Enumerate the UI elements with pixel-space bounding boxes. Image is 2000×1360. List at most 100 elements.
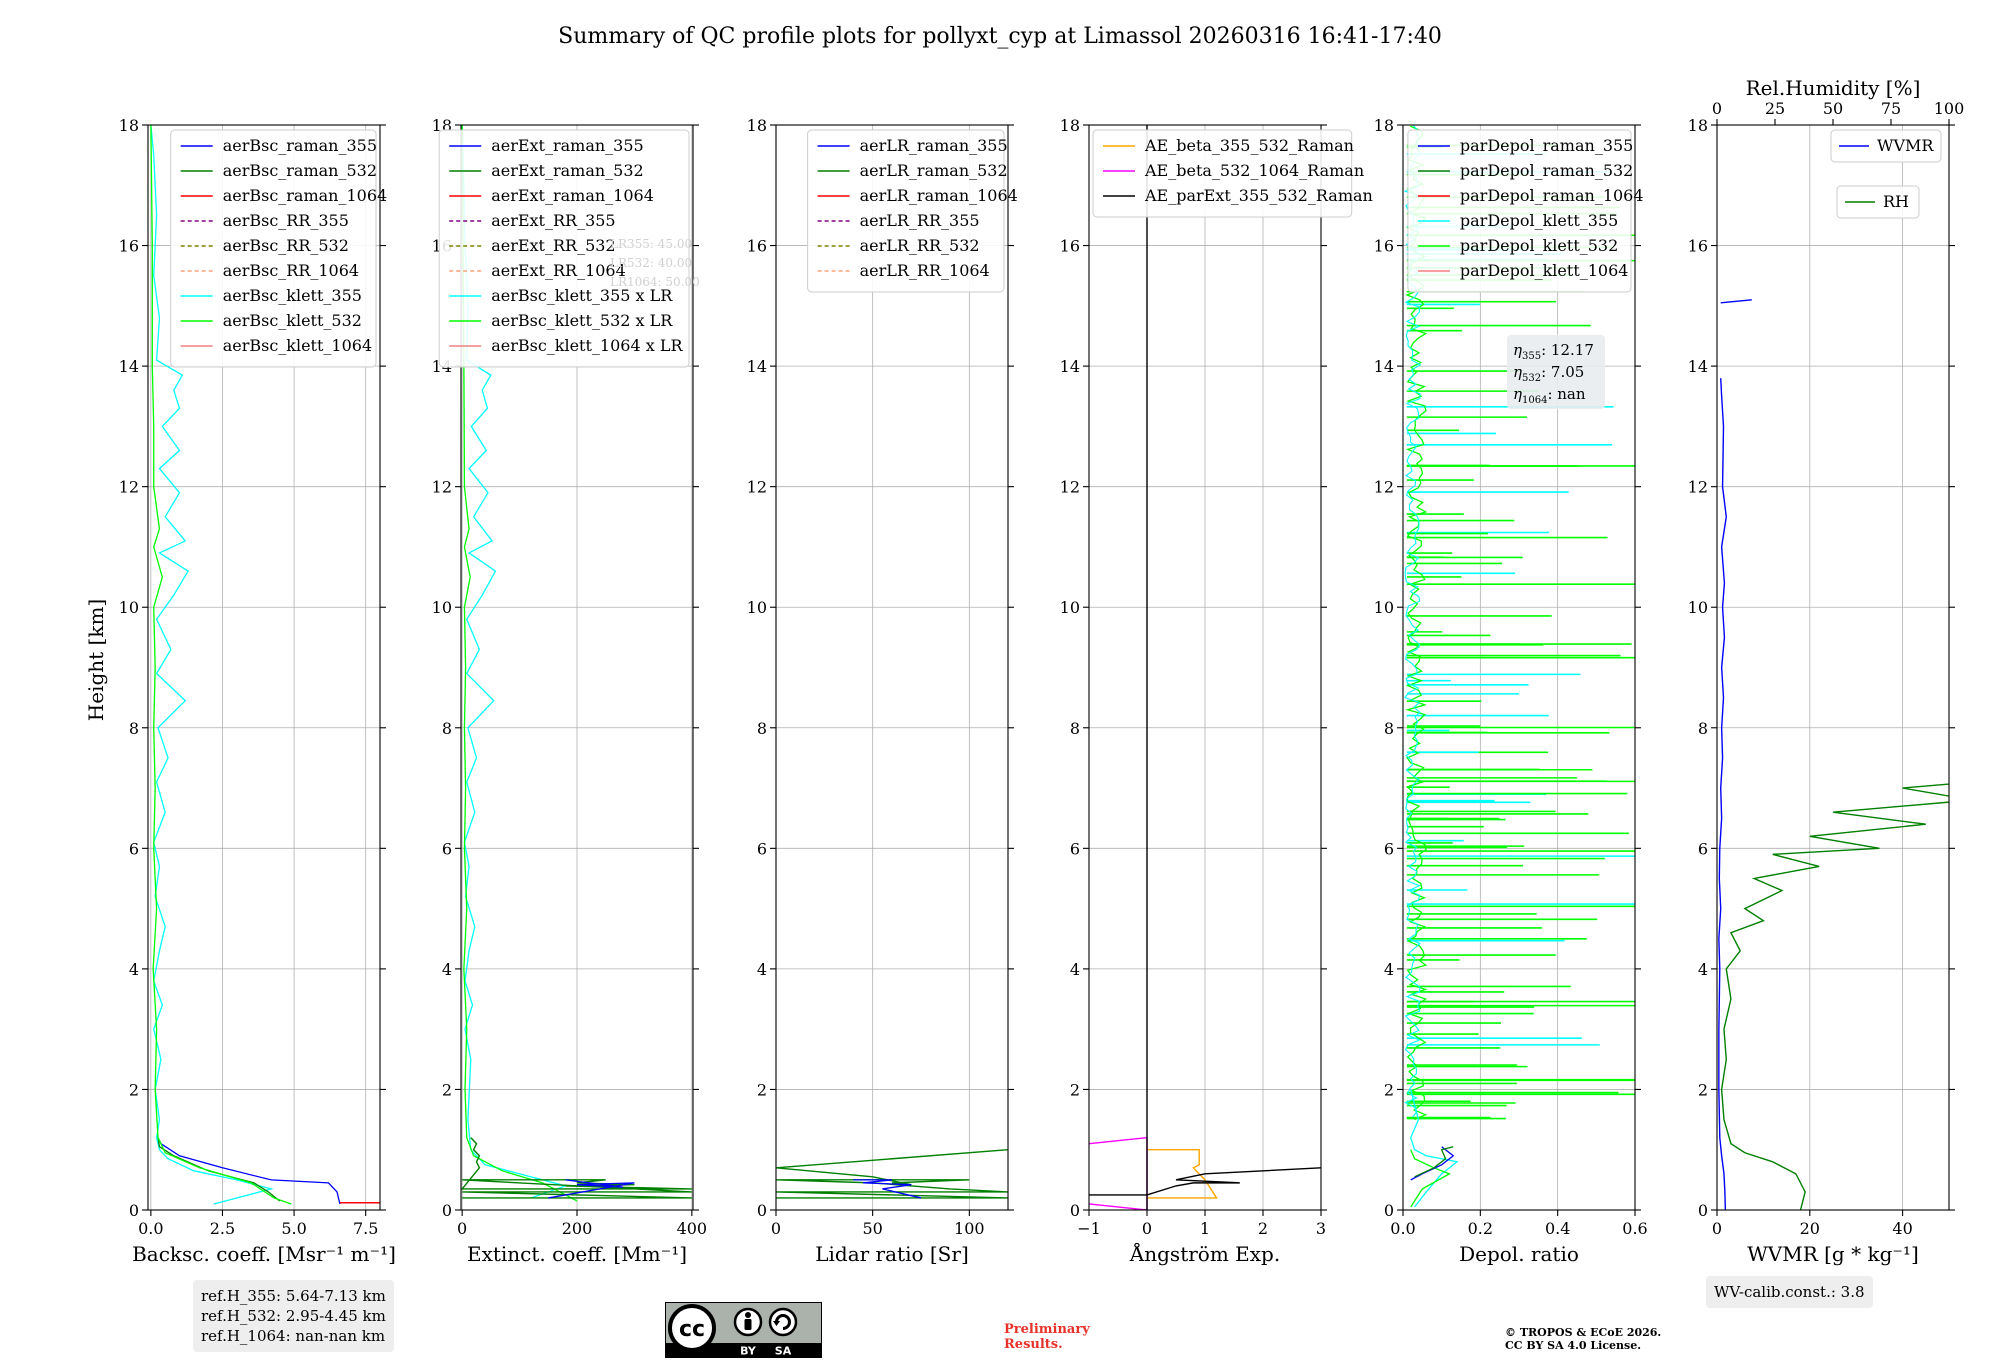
y-tick-label: 2 [1070, 1080, 1080, 1099]
y-tick-label: 12 [119, 478, 139, 497]
y-tick-label: 2 [1698, 1080, 1708, 1099]
y-tick-label: 10 [747, 598, 767, 617]
x-axis-label: Extinct. coeff. [Mm⁻¹] [467, 1242, 687, 1266]
x-axis-label: Backsc. coeff. [Msr⁻¹ m⁻¹] [132, 1242, 396, 1266]
x-tick-label: 2.5 [210, 1219, 235, 1238]
y-tick-label: 14 [747, 357, 767, 376]
y-tick-label: 2 [1384, 1080, 1394, 1099]
y-tick-label: 10 [119, 598, 139, 617]
cc-license-logo: cc BY SA [665, 1302, 822, 1358]
axes-frame [147, 124, 381, 1211]
wv-calib-text: WV-calib.const.: 3.8 [1714, 1283, 1865, 1301]
plot-area [461, 125, 692, 1202]
y-tick-label: 18 [1688, 116, 1708, 135]
eta-symbol: η [1513, 363, 1522, 381]
legend-label: aerBsc_klett_1064 x LR [491, 336, 683, 355]
x-tick-label: 50 [862, 1219, 882, 1238]
legend-label: aerBsc_raman_1064 [223, 186, 388, 205]
series-aerExt_raman_532 [461, 1137, 692, 1199]
panel-3: 0 2 4 6 8 10 12 14 16 18 0 50 100 Lidar ratio [Sr] aer… [747, 116, 1018, 1266]
y-tick-label: 6 [1070, 839, 1080, 858]
series-AE_parExt_355_532_Raman_low [1089, 1167, 1321, 1196]
panel-1: 0 2 4 6 8 10 12 14 16 18 0.0 2.5 5.0 7.5 Backsc. coeff… [119, 116, 396, 1266]
depol-annotation-line: η532: 7.05 [1513, 363, 1584, 384]
legend-label: parDepol_raman_532 [1460, 161, 1633, 180]
faded-lr-annotation: LR355: 45.00 [610, 237, 692, 251]
y-tick-label: 6 [1698, 839, 1708, 858]
legend-label: RH [1883, 192, 1909, 211]
x-tick-label: 2 [1258, 1219, 1268, 1238]
y-tick-label: 8 [129, 719, 139, 738]
legend-label: parDepol_klett_1064 [1460, 261, 1629, 280]
legend-label: WVMR [1877, 136, 1934, 155]
x-tick-label: 3 [1316, 1219, 1326, 1238]
top-x-tick-label: 0 [1712, 99, 1722, 118]
y-tick-label: 4 [129, 960, 139, 979]
y-tick-label: 16 [747, 237, 767, 256]
x-tick-label: 40 [1892, 1219, 1912, 1238]
y-tick-label: 14 [1060, 357, 1080, 376]
legend-box [438, 129, 690, 368]
depol-annotation-line: η1064: nan [1513, 385, 1586, 406]
ref-height-1064: ref.H_1064: nan-nan km [201, 1327, 386, 1345]
x-tick-label: 20 [1800, 1219, 1820, 1238]
legend-label: aerBsc_klett_355 [223, 286, 362, 305]
top-x-tick-label: 50 [1823, 99, 1843, 118]
x-tick-label: 5.0 [281, 1219, 306, 1238]
y-tick-label: 8 [757, 719, 767, 738]
series-aerLR_raman_355 [853, 1179, 922, 1199]
series-parDepol_klett_355 [1410, 1089, 1459, 1208]
top-x-axis-label: Rel.Humidity [%] [1746, 76, 1921, 100]
x-tick-label: 0 [771, 1219, 781, 1238]
y-tick-label: 16 [1060, 237, 1080, 256]
depol-annotation-value: : 7.05 [1541, 363, 1584, 381]
cc-circle-icon [668, 1304, 716, 1352]
y-tick-label: 0 [1384, 1201, 1394, 1220]
depol-annotation-value: : nan [1547, 385, 1585, 403]
series-WVMR [1718, 378, 1727, 1210]
series-aerExt_raman_355 [548, 1179, 635, 1199]
x-tick-label: 0.6 [1622, 1219, 1647, 1238]
legend-label: aerBsc_RR_1064 [223, 261, 359, 280]
legend-label: aerExt_raman_355 [491, 136, 644, 155]
eta-subscript: 355 [1522, 351, 1541, 362]
legend-label: aerLR_RR_532 [860, 236, 980, 255]
x-tick-label: 0.4 [1545, 1219, 1570, 1238]
legend-label: aerLR_RR_355 [860, 211, 980, 230]
x-tick-label: 200 [562, 1219, 593, 1238]
x-tick-label: 0 [1712, 1219, 1722, 1238]
x-axis-label: Depol. ratio [1459, 1242, 1579, 1266]
series-aerBsc_klett_532 x LR [461, 125, 578, 1202]
axes-frame [1716, 124, 1950, 1211]
legend-label: aerBsc_RR_355 [223, 211, 349, 230]
axes-frame [775, 124, 1009, 1211]
legend-box [1092, 129, 1353, 218]
legend-box [170, 129, 377, 368]
series-parDepol_klett_532 [1410, 1149, 1451, 1208]
license-by-label: BY [740, 1345, 757, 1358]
copyright-line-1: © TROPOS & ECoE 2026. [1505, 1326, 1662, 1339]
depol-annotation-line: η355: 12.17 [1513, 341, 1594, 362]
legend-label: aerLR_raman_355 [860, 136, 1008, 155]
legend-label: aerExt_raman_532 [491, 161, 644, 180]
legend-label: aerBsc_klett_1064 [223, 336, 372, 355]
series-AE_beta_355_532_Raman [1147, 1149, 1218, 1199]
x-tick-label: 0 [1142, 1219, 1152, 1238]
y-tick-label: 0 [757, 1201, 767, 1220]
legend-label: aerBsc_raman_532 [223, 161, 377, 180]
y-tick-label: 14 [119, 357, 139, 376]
y-tick-label: 2 [129, 1080, 139, 1099]
y-tick-label: 10 [1374, 598, 1394, 617]
x-tick-label: 100 [954, 1219, 985, 1238]
y-tick-label: 12 [747, 478, 767, 497]
copyright-note: © TROPOS & ECoE 2026. CC BY SA 4.0 Licen… [1505, 1326, 1661, 1352]
legend-label: aerExt_RR_355 [491, 211, 615, 230]
eta-symbol: η [1513, 341, 1522, 359]
y-tick-label: 12 [1060, 478, 1080, 497]
series-aerBsc_klett_532 [150, 125, 292, 1205]
wv-calib-box: WV-calib.const.: 3.8 [1706, 1276, 1873, 1308]
x-tick-label: 0.0 [1390, 1219, 1415, 1238]
series-aerBsc_klett_355 x LR [461, 125, 568, 1199]
preliminary-results-note: Preliminary Results. [1004, 1322, 1090, 1352]
